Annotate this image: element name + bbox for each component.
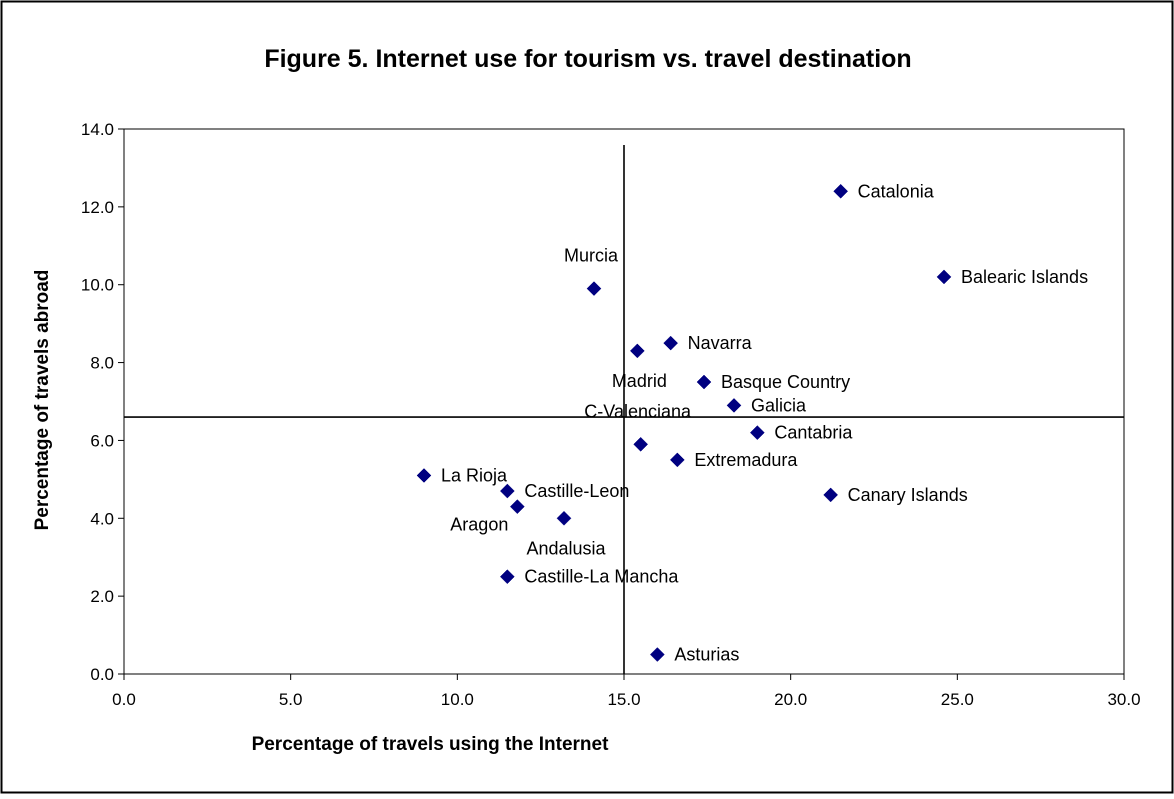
data-point-marker <box>509 499 525 514</box>
data-point-marker <box>499 569 515 585</box>
y-tick-label: 6.0 <box>90 431 114 450</box>
data-point-label: Catalonia <box>858 181 935 201</box>
x-axis-ticks: 0.0 5.0 10.0 15.0 20.0 25.0 30.0 <box>112 674 1141 709</box>
y-tick-label: 12.0 <box>81 198 114 217</box>
data-point-marker <box>556 510 572 526</box>
data-point-label: La Rioja <box>441 465 508 485</box>
data-point-label: Balearic Islands <box>961 267 1088 287</box>
data-points <box>416 183 952 662</box>
data-point-label: Extremadura <box>694 450 798 470</box>
reference-lines <box>124 145 1124 674</box>
x-tick-label: 5.0 <box>279 690 303 709</box>
data-point-marker <box>669 452 685 468</box>
data-point-marker <box>749 425 765 440</box>
data-point-marker <box>416 468 432 483</box>
data-point-marker <box>649 647 665 662</box>
data-point-label: Basque Country <box>721 372 850 392</box>
data-point-labels: Catalonia Balearic Islands Murcia Navarra Ma… <box>441 181 1088 664</box>
data-point-marker <box>629 343 645 359</box>
data-point-label: Madrid <box>612 371 667 391</box>
y-tick-label: 10.0 <box>81 276 114 295</box>
data-point-marker <box>936 269 952 285</box>
y-axis-ticks: 0.0 2.0 4.0 6.0 8.0 10.0 12.0 14.0 <box>81 120 124 684</box>
x-tick-label: 20.0 <box>774 690 807 709</box>
data-point-marker <box>586 281 602 296</box>
data-point-marker <box>499 483 515 499</box>
x-tick-label: 25.0 <box>941 690 974 709</box>
y-tick-label: 0.0 <box>90 665 114 684</box>
data-point-label: Galicia <box>751 395 807 415</box>
data-point-marker <box>663 335 679 351</box>
data-point-label: Andalusia <box>526 538 606 558</box>
x-tick-label: 0.0 <box>112 690 136 709</box>
data-point-label: C-Valenciana <box>584 401 692 421</box>
data-point-label: Aragon <box>450 515 508 535</box>
x-tick-label: 15.0 <box>607 690 640 709</box>
chart-title: Figure 5. Internet use for tourism vs. t… <box>264 45 911 73</box>
data-point-label: Murcia <box>564 246 619 266</box>
data-point-marker <box>633 436 649 452</box>
data-point-label: Cantabria <box>774 423 853 443</box>
data-point-label: Castille-La Mancha <box>524 567 679 587</box>
x-axis-title: Percentage of travels using the Internet <box>252 734 610 755</box>
data-point-marker <box>696 374 712 390</box>
data-point-marker <box>823 487 839 503</box>
data-point-label: Asturias <box>674 645 739 665</box>
x-tick-label: 30.0 <box>1107 690 1140 709</box>
data-point-label: Castille-Leon <box>524 481 629 501</box>
data-point-marker <box>833 183 849 199</box>
data-point-label: Navarra <box>688 333 753 353</box>
y-tick-label: 2.0 <box>90 587 114 606</box>
y-tick-label: 8.0 <box>90 354 114 373</box>
data-point-label: Canary Islands <box>848 485 968 505</box>
x-tick-label: 10.0 <box>441 690 474 709</box>
data-point-marker <box>726 398 742 413</box>
y-axis-title: Percentage of travels abroad <box>32 270 53 531</box>
y-tick-label: 4.0 <box>90 509 114 528</box>
y-tick-label: 14.0 <box>81 120 114 139</box>
